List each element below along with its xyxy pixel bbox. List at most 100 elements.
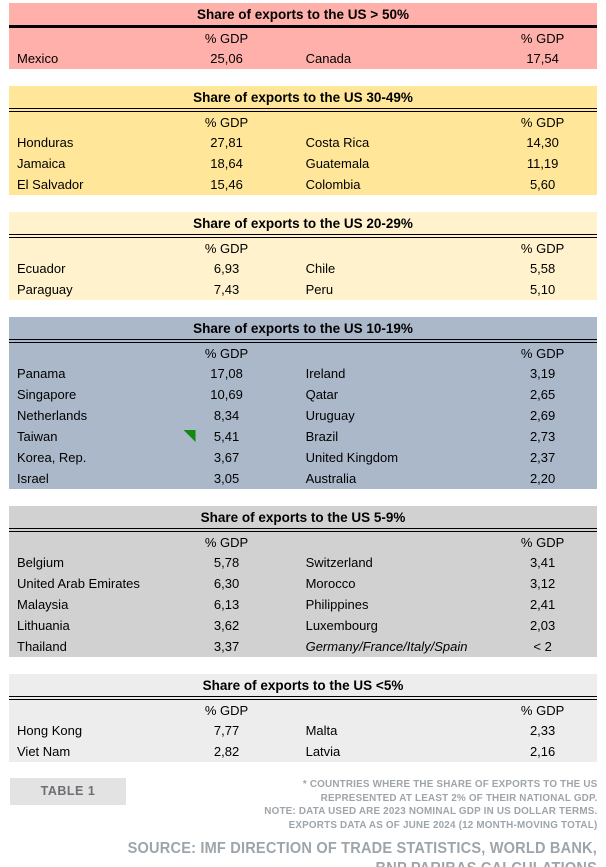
column-header-empty: [9, 530, 180, 552]
export-share-section: Share of exports to the US 30-49% % GDP …: [9, 86, 597, 195]
country-name: Korea, Rep.: [17, 450, 87, 465]
col-header-gdp-left: % GDP: [204, 702, 249, 718]
col-header-gdp-right: % GDP: [520, 702, 565, 718]
country-name: Canada: [305, 51, 352, 66]
col-header-gdp-left: % GDP: [204, 240, 249, 256]
footer: TABLE 1 * COUNTRIES WHERE THE SHARE OF E…: [9, 778, 597, 867]
country-name: Costa Rica: [305, 135, 370, 150]
table-row: United Arab Emirates 6,30 Morocco 3,12: [9, 573, 597, 594]
country-name: Mexico: [17, 51, 59, 66]
table-row: Netherlands 8,34 Uruguay 2,69: [9, 405, 597, 426]
gdp-value: 5,41: [180, 426, 274, 447]
col-header-gdp-right: % GDP: [520, 534, 565, 550]
table-row: Ecuador 6,93 Chile 5,58: [9, 258, 597, 279]
gdp-value: 2,65: [529, 387, 556, 402]
gdp-value: 6,30: [213, 576, 240, 591]
table-row: El Salvador 15,46 Colombia 5,60: [9, 174, 597, 195]
gdp-value: 3,41: [529, 555, 556, 570]
section-title-row: Share of exports to the US 30-49%: [9, 86, 597, 112]
country-name: Ecuador: [17, 261, 66, 276]
column-header-empty: [274, 110, 489, 132]
source-credit: SOURCE: IMF DIRECTION OF TRADE STATISTIC…: [44, 839, 597, 867]
gdp-value: 10,69: [210, 387, 243, 402]
gdp-value: 6,93: [213, 261, 240, 276]
country-name: Germany/France/Italy/Spain: [305, 639, 468, 654]
country-name: Panama: [17, 366, 66, 381]
table-row: Paraguay 7,43 Peru 5,10: [9, 279, 597, 300]
footnote-line: NOTE: DATA USED ARE 2023 NOMINAL GDP IN …: [263, 805, 597, 817]
col-header-gdp-right: % GDP: [520, 240, 565, 256]
gdp-value: 2,41: [529, 597, 556, 612]
country-name: Uruguay: [305, 408, 355, 423]
col-header-gdp-left: % GDP: [204, 114, 249, 130]
table-row: Malaysia 6,13 Philippines 2,41: [9, 594, 597, 615]
section-title: Share of exports to the US <5%: [9, 674, 597, 700]
column-header-row: % GDP % GDP: [9, 530, 597, 552]
source-line: BNP PARIBAS CALCULATIONS: [44, 859, 597, 867]
gdp-value: 2,69: [529, 408, 556, 423]
export-share-section: Share of exports to the US 10-19% % GDP …: [9, 317, 597, 489]
country-name: United Kingdom: [305, 450, 399, 465]
gdp-value: 2,33: [529, 723, 556, 738]
section-rows: Belgium 5,78 Switzerland 3,41 United Arab Em…: [9, 552, 597, 657]
col-header-gdp-right: % GDP: [520, 114, 565, 130]
gdp-value: 5,78: [213, 555, 240, 570]
country-name: Honduras: [17, 135, 74, 150]
table-row: Taiwan 5,41 Brazil 2,73: [9, 426, 597, 447]
gdp-value: 7,77: [213, 723, 240, 738]
gdp-value: < 2: [533, 639, 552, 654]
column-header-empty: [274, 27, 489, 49]
table-row: Thailand 3,37 Germany/France/Italy/Spain < …: [9, 636, 597, 657]
country-name: Morocco: [305, 576, 356, 591]
footnote-line: REPRESENTED AT LEAST 2% OF THEIR NATIONA…: [320, 791, 597, 804]
country-name: Hong Kong: [17, 723, 83, 738]
col-header-gdp-right: % GDP: [520, 345, 565, 361]
export-share-section: Share of exports to the US <5% % GDP % G…: [9, 674, 597, 762]
gdp-value: 2,20: [529, 471, 556, 486]
table-row: Jamaica 18,64 Guatemala 11,19: [9, 153, 597, 174]
country-name: Switzerland: [305, 555, 373, 570]
column-header-empty: [9, 236, 180, 258]
section-rows: Mexico 25,06 Canada 17,54: [9, 48, 597, 69]
footnotes: * COUNTRIES WHERE THE SHARE OF EXPORTS T…: [264, 778, 597, 832]
country-name: Qatar: [305, 387, 339, 402]
country-name: Singapore: [17, 387, 77, 402]
section-title: Share of exports to the US 30-49%: [9, 86, 597, 112]
column-header-row: % GDP % GDP: [9, 698, 597, 720]
gdp-value: 8,34: [213, 408, 240, 423]
table-row: Belgium 5,78 Switzerland 3,41: [9, 552, 597, 573]
gdp-value: 17,54: [526, 51, 559, 66]
green-flag-icon: [183, 430, 196, 442]
gdp-value: 2,03: [529, 618, 556, 633]
country-name: Thailand: [17, 639, 67, 654]
country-name: Colombia: [305, 177, 361, 192]
country-name: Chile: [305, 261, 336, 276]
country-name: Israel: [17, 471, 49, 486]
section-title: Share of exports to the US 10-19%: [9, 317, 597, 343]
column-header-empty: [274, 341, 489, 363]
section-title-row: Share of exports to the US > 50%: [9, 3, 597, 28]
table-row: Lithuania 3,62 Luxembourg 2,03: [9, 615, 597, 636]
gdp-value: 3,19: [529, 366, 556, 381]
section-title-row: Share of exports to the US 20-29%: [9, 212, 597, 238]
table-number-label: TABLE 1: [10, 778, 126, 805]
section-rows: Ecuador 6,93 Chile 5,58 Paraguay 7,43 Peru 5,10: [9, 258, 597, 300]
country-name: Guatemala: [305, 156, 370, 171]
column-header-empty: [9, 698, 180, 720]
gdp-value: 15,46: [210, 177, 243, 192]
section-title: Share of exports to the US 20-29%: [9, 212, 597, 238]
source-line: SOURCE: IMF DIRECTION OF TRADE STATISTIC…: [127, 840, 597, 857]
section-rows: Hong Kong 7,77 Malta 2,33 Viet Nam 2,82 Latvia…: [9, 720, 597, 762]
country-name: El Salvador: [17, 177, 84, 192]
footer-top: TABLE 1 * COUNTRIES WHERE THE SHARE OF E…: [9, 778, 597, 832]
col-header-gdp-left: % GDP: [204, 30, 249, 46]
gdp-value: 5,60: [529, 177, 556, 192]
gdp-value: 27,81: [210, 135, 243, 150]
section-title-row: Share of exports to the US <5%: [9, 674, 597, 700]
column-header-empty: [274, 236, 489, 258]
country-name: Belgium: [17, 555, 64, 570]
table-row: Korea, Rep. 3,67 United Kingdom 2,37: [9, 447, 597, 468]
country-name: United Arab Emirates: [17, 576, 140, 591]
section-title: Share of exports to the US 5-9%: [9, 506, 597, 532]
